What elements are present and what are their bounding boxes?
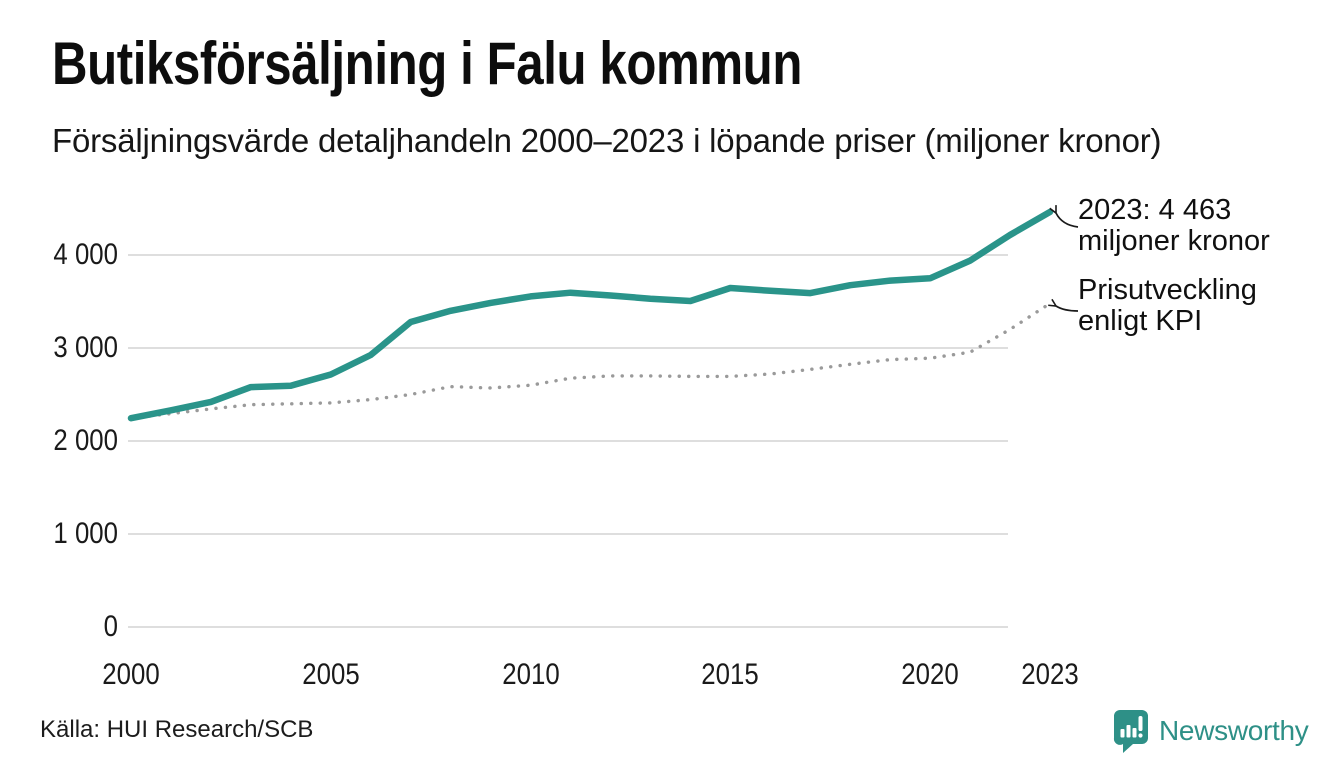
annotation-latest-line1: 2023: 4 463 xyxy=(1078,194,1232,226)
chart-title: Butiksförsäljning i Falu kommun xyxy=(52,30,802,97)
y-tick-label: 4 000 xyxy=(53,238,118,271)
newsworthy-brand: Newsworthy xyxy=(1113,708,1309,754)
annotation-arrow-kpi xyxy=(1056,306,1079,312)
annotation-latest-value: 2023: 4 463 miljoner kronor xyxy=(1078,195,1270,257)
annotation-kpi: Prisutveckling enligt KPI xyxy=(1078,275,1257,337)
logo-bar-tall xyxy=(1126,724,1131,737)
annotation-kpi-line2: enligt KPI xyxy=(1078,305,1203,337)
x-tick-label: 2020 xyxy=(901,658,959,691)
logo-exclamation-bar xyxy=(1138,715,1143,731)
newsworthy-logo-icon xyxy=(1113,709,1148,753)
annotation-latest-line2: miljoner kronor xyxy=(1078,225,1270,257)
logo-bar-short xyxy=(1120,728,1125,737)
y-tick-label: 2 000 xyxy=(53,424,118,457)
newsworthy-wordmark: Newsworthy xyxy=(1159,715,1309,746)
logo-exclamation-dot xyxy=(1138,732,1143,738)
series-dotted-line xyxy=(129,301,1052,420)
y-tick-label: 1 000 xyxy=(53,517,118,550)
source-note: Källa: HUI Research/SCB xyxy=(40,716,314,743)
series-solid-line xyxy=(127,208,1054,422)
chart-subtitle: Försäljningsvärde detaljhandeln 2000–202… xyxy=(52,122,1162,159)
annotation-kpi-line1: Prisutveckling xyxy=(1078,274,1257,306)
x-tick-label: 2023 xyxy=(1021,658,1079,691)
logo-bar-mid xyxy=(1132,727,1137,737)
x-tick-label: 2010 xyxy=(501,658,560,691)
x-tick-label: 2015 xyxy=(701,658,760,691)
x-tick-label: 2005 xyxy=(302,658,360,691)
x-tick-label: 2000 xyxy=(102,658,160,691)
annotation-arrow-latest xyxy=(1056,213,1079,228)
y-tick-label: 0 xyxy=(103,610,118,643)
plot-layer xyxy=(127,208,1054,628)
y-tick-label: 3 000 xyxy=(53,331,118,364)
